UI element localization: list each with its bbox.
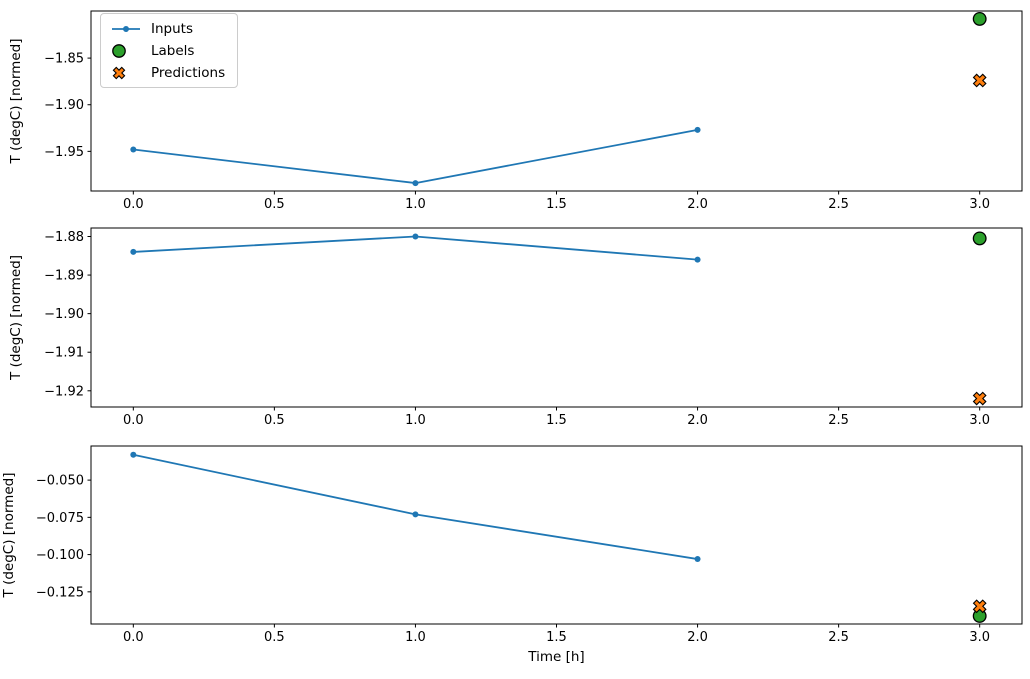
x-tick-label: 1.5 [546,630,567,645]
y-axis-label: T (degC) [normed] [1,473,17,599]
x-tick-label: 1.0 [405,630,426,645]
labels-marker [972,231,987,246]
axes-frame [90,445,1023,625]
y-tick-label: −1.91 [44,346,84,361]
x-tick-label: 2.0 [687,413,708,428]
inputs-point [694,126,701,133]
inputs-point [130,248,137,255]
legend-label-inputs: Inputs [151,20,193,37]
axes-frame [90,227,1023,408]
inputs-point [412,511,419,518]
legend-label-labels: Labels [151,42,195,59]
x-tick-label: 1.0 [405,413,426,428]
x-tick-label: 2.0 [687,197,708,212]
x-tick-label: 2.5 [828,630,849,645]
y-tick-label: −1.85 [44,52,84,67]
y-tick-label: −1.88 [44,230,84,245]
y-tick-label: −0.075 [36,511,84,526]
x-tick-label: 0.0 [123,630,144,645]
x-tick-label: 3.0 [969,413,990,428]
x-axis-label: Time [h] [527,649,584,665]
x-tick-label: 0.0 [123,413,144,428]
y-tick-label: −0.125 [36,585,84,600]
y-tick-label: −1.92 [44,384,84,399]
predictions-marker [972,391,987,406]
x-tick-label: 1.5 [546,413,567,428]
legend-item-labels: Labels [111,42,225,59]
x-tick-label: 2.5 [828,413,849,428]
x-tick-label: 0.5 [264,197,285,212]
legend: Inputs Labels Predictions [100,13,239,88]
x-tick-label: 0.5 [264,413,285,428]
legend-item-predictions: Predictions [111,64,225,81]
x-tick-label: 0.5 [264,630,285,645]
x-tick-label: 2.5 [828,197,849,212]
legend-item-inputs: Inputs [111,20,225,37]
x-tick-label: 0.0 [123,197,144,212]
x-tick-label: 3.0 [969,630,990,645]
inputs-point [412,180,419,187]
inputs-line-icon [112,25,140,32]
y-tick-label: −1.90 [44,307,84,322]
y-tick-label: −1.95 [44,145,84,160]
y-tick-label: −1.89 [44,269,84,284]
y-axis-label: T (degC) [normed] [8,255,24,381]
labels-marker [972,11,987,26]
y-tick-label: −0.050 [36,474,84,489]
predictions-x-icon [112,66,126,79]
inputs-point [130,146,137,153]
x-tick-label: 2.0 [687,630,708,645]
y-tick-label: −1.90 [44,98,84,113]
inputs-point [130,451,137,458]
legend-label-predictions: Predictions [151,64,226,81]
inputs-dot-glyph [123,25,129,32]
x-tick-label: 1.5 [546,197,567,212]
predictions-x-glyph [112,66,126,79]
predictions-marker [972,599,987,614]
inputs-point [694,556,701,563]
labels-circle-icon [112,43,126,58]
x-tick-label: 1.0 [405,197,426,212]
inputs-point [412,233,419,240]
x-tick-label: 3.0 [969,197,990,212]
predictions-marker [972,73,987,88]
axes-frame [90,10,1023,192]
y-axis-label: T (degC) [normed] [8,39,24,165]
labels-circle-glyph [112,43,126,58]
y-tick-label: −0.100 [36,548,84,563]
inputs-point [694,256,701,263]
